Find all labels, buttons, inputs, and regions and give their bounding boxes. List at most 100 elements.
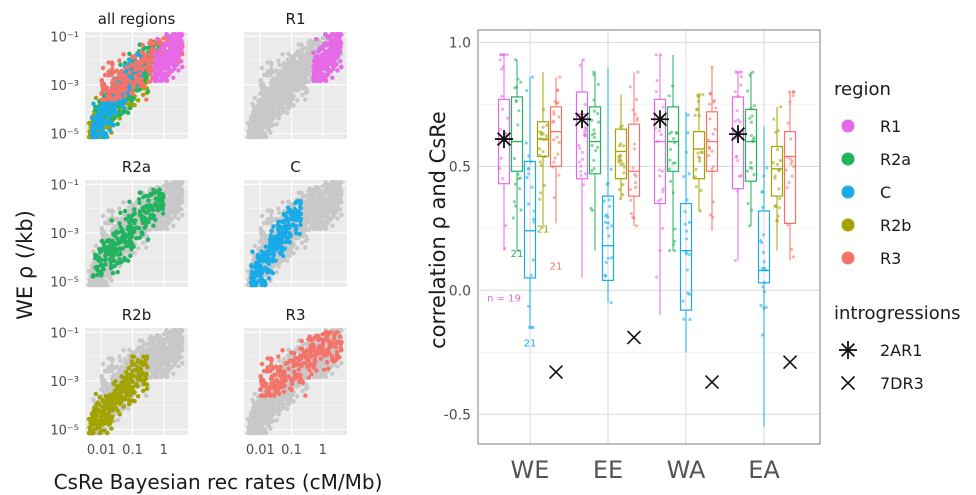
scatter-point-background [271,103,276,109]
scatter-point-R2a [152,191,157,196]
scatter-point-C [91,101,96,106]
scatter-point-background [121,200,126,205]
scatter-point-background [286,70,291,75]
scatter-point-R3 [106,69,112,74]
scatter-point-C [122,105,127,110]
scatter-point-R1 [179,40,185,46]
scatter-point-R1 [327,61,332,66]
scatter-point-background [277,102,283,107]
scatter-point-background [264,107,269,113]
scatter-point-background [249,114,254,120]
scatter-point-background [171,223,176,228]
y-tick-label: 10⁻³ [50,227,79,242]
scatter-point-background [276,58,281,63]
scatter-point-background [252,243,258,249]
scatter-point-R3 [128,90,134,95]
scatter-point-background [168,181,173,187]
scatter-point-R1 [338,49,343,54]
scatter-point-R1 [160,73,166,79]
scatter-point-R1 [322,32,328,37]
scatter-point-background [106,221,111,226]
scatter-point-R1 [330,51,336,57]
scatter-point-C [96,123,101,128]
scatter-point-R3 [144,64,149,70]
scatter-point-C [104,102,109,107]
scatter-point-background [286,78,291,83]
scatter-point-background [176,216,181,221]
scatter-point-R2a [160,211,166,216]
scatter-point-R3 [109,80,115,86]
scatter-point-C [103,134,108,140]
scatter-point-R3 [132,80,138,85]
scatter-point-R3 [100,85,106,90]
scatter-point-background [280,98,285,104]
scatter-point-R1 [171,75,176,80]
scatter-point-R3 [119,72,124,77]
scatter-point-background [259,65,265,71]
scatter-point-R2a [117,221,122,226]
scatter-point-background [281,105,286,110]
scatter-point-background [250,134,256,140]
scatter-point-R3 [105,93,110,98]
scatter-point-R2a [129,218,134,223]
scatter-point-C [114,110,119,115]
scatter-point-R2b [117,116,122,121]
scatter-point-background [256,107,262,112]
facet-scatter-panels: all regions10⁻⁵10⁻³10⁻¹R1R2a10⁻⁵10⁻³10⁻¹… [50,10,347,458]
scatter-point-background [168,209,173,214]
scatter-point-R2a [117,246,122,251]
scatter-point-background [284,258,290,263]
scatter-point-R2a [153,196,159,201]
scatter-point-R3 [117,95,123,100]
scatter-point-background [135,246,141,251]
scatter-point-background [287,253,292,259]
scatter-point-background [257,118,262,124]
scatter-point-R3 [148,38,153,43]
scatter-point-background [308,55,313,61]
scatter-point-R1 [152,50,157,56]
scatter-point-C [100,101,105,106]
scatter-point-background [257,130,262,135]
scatter-point-R3 [140,42,145,48]
scatter-point-R2a [145,198,151,203]
scatter-point-background [179,207,184,212]
scatter-point-R1 [156,70,162,75]
scatter-point-R3 [117,58,122,63]
scatter-point-background [299,42,304,48]
scatter-point-R2a [118,62,123,67]
scatter-point-background [100,233,106,238]
scatter-point-R1 [335,68,340,73]
scatter-point-C [90,121,96,126]
scatter-point-R3 [144,97,149,102]
scatter-point-background [280,52,285,57]
scatter-point-R3 [139,50,144,55]
scatter-point-R1 [165,53,170,59]
scatter-point-background [100,213,106,219]
scatter-point-background [302,223,308,228]
scatter-point-background [308,41,313,47]
scatter-point-R2a [109,218,114,223]
scatter-point-R2a [110,271,116,276]
scatter-point-background [107,276,113,281]
scatter-point-background [296,71,302,76]
scatter-point-R1 [316,78,322,83]
scatter-point-R2a [112,233,117,238]
y-tick-label: 10⁻⁵ [50,276,79,291]
y-tick-label: 10⁻³ [50,79,79,94]
scatter-point-background [179,197,184,202]
scatter-point-background [304,57,309,62]
scatter-point-background [99,225,104,231]
scatter-point-R3 [110,61,115,66]
scatter-point-C [107,128,113,133]
scatter-point-background [263,102,268,107]
scatter-point-background [258,77,263,83]
scatter-point-R3 [100,65,106,71]
scatter-point-R1 [168,61,173,66]
scatter-point-C [98,130,103,135]
scatter-point-C [118,102,124,107]
scatter-point-background [291,62,296,67]
scatter-point-C [107,103,113,108]
scatter-point-R2a [158,192,163,197]
scatter-point-R2a [125,110,131,115]
scatter-point-background [305,52,310,57]
